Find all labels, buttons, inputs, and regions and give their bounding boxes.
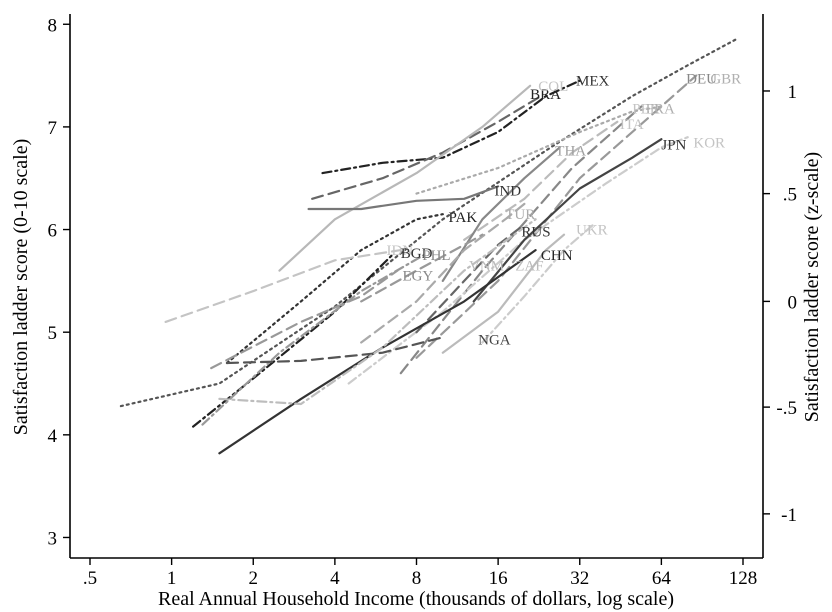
series-line-tha-10 bbox=[441, 146, 561, 282]
country-label-tur: TUR bbox=[505, 207, 535, 223]
country-label-jpn: JPN bbox=[661, 137, 686, 153]
y-tick-label-2: 5 bbox=[48, 323, 58, 344]
country-label-nga: NGA bbox=[478, 332, 511, 348]
country-label-mex: MEX bbox=[576, 74, 610, 90]
series-line-gbr-4 bbox=[119, 38, 737, 408]
country-label-gbr: GBR bbox=[710, 72, 741, 88]
x-tick-label-0: .5 bbox=[83, 568, 97, 589]
country-label-bra: BRA bbox=[530, 87, 561, 103]
series-line-ind-11 bbox=[307, 185, 500, 211]
series-line-per-6 bbox=[399, 105, 643, 375]
country-label-ita: ITA bbox=[620, 117, 644, 133]
country-label-idn: IDN bbox=[386, 243, 413, 259]
country-label-rus: RUS bbox=[521, 225, 550, 241]
x-tick-label-3: 4 bbox=[330, 568, 340, 589]
y-tick-label-5: 8 bbox=[48, 15, 58, 36]
series-line-kor-8 bbox=[347, 136, 689, 385]
x-ticks: .5 1 2 4 8 16 32 64 128 bbox=[83, 558, 757, 589]
y2-tick-label-4: -1 bbox=[781, 505, 797, 526]
country-label-fra: FRA bbox=[646, 101, 675, 117]
plot-frame bbox=[69, 14, 764, 559]
series-line-egy-21 bbox=[210, 269, 399, 370]
country-label-deu: DEU bbox=[686, 72, 717, 88]
x-tick-label-1: 1 bbox=[167, 568, 177, 589]
country-label-chn: CHN bbox=[541, 248, 573, 264]
y2-ticks: 1 .5 0 -.5 -1 bbox=[763, 82, 797, 526]
country-label-ind: IND bbox=[494, 184, 521, 200]
y-tick-label-0: 3 bbox=[48, 528, 58, 549]
x-tick-label-6: 32 bbox=[570, 568, 589, 589]
series-line-mex-0 bbox=[321, 79, 581, 175]
x-tick-label-7: 64 bbox=[652, 568, 672, 589]
y2-tick-label-0: 1 bbox=[788, 82, 798, 103]
series-line-nga-23 bbox=[225, 336, 444, 365]
series-line-pak-12 bbox=[225, 213, 444, 365]
series-line-bgd-19 bbox=[192, 254, 394, 428]
series-line-unlabeled-24 bbox=[218, 218, 537, 406]
x-axis-title: Real Annual Household Income (thousands … bbox=[158, 588, 674, 610]
x-tick-label-5: 16 bbox=[489, 568, 508, 589]
country-label-per: PER bbox=[632, 101, 660, 117]
series-line-zaf-17 bbox=[441, 233, 566, 354]
series-line-tur-13 bbox=[360, 202, 526, 344]
y-axis-title: Satisfaction ladder score (0-10 scale) bbox=[10, 139, 32, 436]
country-label-pak: PAK bbox=[449, 210, 478, 226]
series-line-bra-1 bbox=[311, 94, 543, 200]
country-label-ukr: UKR bbox=[576, 223, 608, 239]
country-label-col: COL bbox=[538, 79, 568, 95]
country-label-kor: KOR bbox=[693, 135, 725, 151]
country-label-bgd: BGD bbox=[401, 246, 433, 262]
country-label-tha: THA bbox=[555, 144, 586, 160]
y-ticks: 3 4 5 6 7 8 bbox=[48, 15, 70, 549]
x-tick-label-8: 128 bbox=[729, 568, 758, 589]
series-line-ita-7 bbox=[463, 120, 619, 241]
y2-tick-label-1: .5 bbox=[783, 185, 797, 206]
y2-tick-label-3: -.5 bbox=[776, 398, 797, 419]
y-tick-label-3: 6 bbox=[48, 221, 58, 242]
series-line-col-2 bbox=[278, 84, 532, 272]
x-tick-label-4: 8 bbox=[412, 568, 422, 589]
series-line-idn-18 bbox=[164, 249, 402, 323]
series-line-jpn-9 bbox=[472, 138, 663, 303]
series-line-vnm-16 bbox=[360, 233, 484, 303]
country-label-egy: EGY bbox=[402, 269, 433, 285]
y-tick-label-1: 4 bbox=[48, 426, 58, 447]
series-line-deu-3 bbox=[415, 74, 698, 359]
y2-axis-title: Satisfaction ladder score (z-scale) bbox=[801, 152, 823, 422]
series-line-rus-14 bbox=[415, 223, 526, 334]
country-label-vnm: VNM bbox=[469, 258, 504, 274]
series-line-ukr-15 bbox=[481, 223, 595, 344]
y2-tick-label-2: 0 bbox=[788, 292, 798, 313]
country-label-zaf: ZAF bbox=[515, 258, 543, 274]
series-line-fra-5 bbox=[415, 105, 663, 195]
country-label-phl: PHL bbox=[422, 248, 450, 264]
x-tick-label-2: 2 bbox=[249, 568, 259, 589]
series-lines bbox=[119, 38, 737, 455]
y-tick-label-4: 7 bbox=[48, 118, 58, 139]
